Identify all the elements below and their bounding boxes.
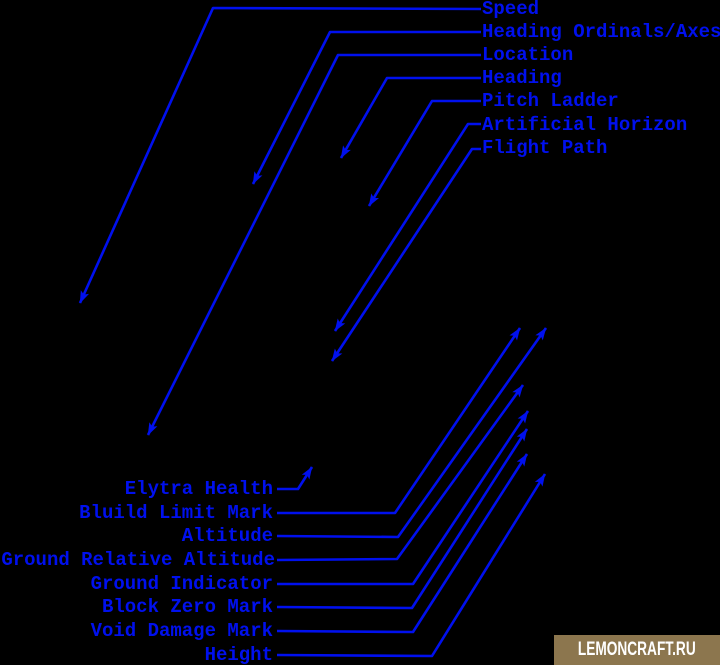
label-location: Location xyxy=(482,44,574,66)
label-pitch-ladder: Pitch Ladder xyxy=(482,90,619,112)
connector-build-limit-mark xyxy=(277,327,522,515)
label-ground-relative-altitude: Ground Relative Altitude xyxy=(1,549,275,571)
connector-heading xyxy=(339,76,481,159)
label-build-limit-mark: Bluild Limit Mark xyxy=(79,502,273,524)
label-height: Height xyxy=(204,644,273,665)
connector-altitude xyxy=(276,327,548,539)
label-speed: Speed xyxy=(482,0,540,20)
label-flight-path: Flight Path xyxy=(482,137,608,159)
watermark-banner: LEMONCRAFT.RU xyxy=(554,635,720,665)
connector-ground-indicator xyxy=(277,410,530,586)
connector-void-damage-mark xyxy=(276,453,529,634)
connector-artificial-horizon xyxy=(333,122,481,332)
label-void-damage-mark: Void Damage Mark xyxy=(90,620,273,642)
label-elytra-health: Elytra Health xyxy=(124,478,273,500)
label-heading: Heading xyxy=(482,67,562,89)
connector-location xyxy=(146,53,481,436)
connector-heading-ordinals-axes xyxy=(251,30,481,185)
connector-elytra-health xyxy=(277,466,314,491)
label-artificial-horizon: Artificial Horizon xyxy=(482,114,688,136)
connector-speed xyxy=(78,6,482,304)
connector-height xyxy=(276,473,547,658)
connector-block-zero-mark xyxy=(276,428,529,610)
label-heading-ordinals-axes: Heading Ordinals/Axes xyxy=(482,21,720,43)
label-altitude: Altitude xyxy=(181,525,273,547)
watermark-text: LEMONCRAFT.RU xyxy=(578,639,696,660)
connector-pitch-ladder xyxy=(367,99,481,207)
connector-flight-path xyxy=(330,147,481,362)
label-ground-indicator: Ground Indicator xyxy=(90,573,273,595)
connector-ground-relative-altitude xyxy=(276,384,525,562)
label-block-zero-mark: Block Zero Mark xyxy=(101,596,273,618)
